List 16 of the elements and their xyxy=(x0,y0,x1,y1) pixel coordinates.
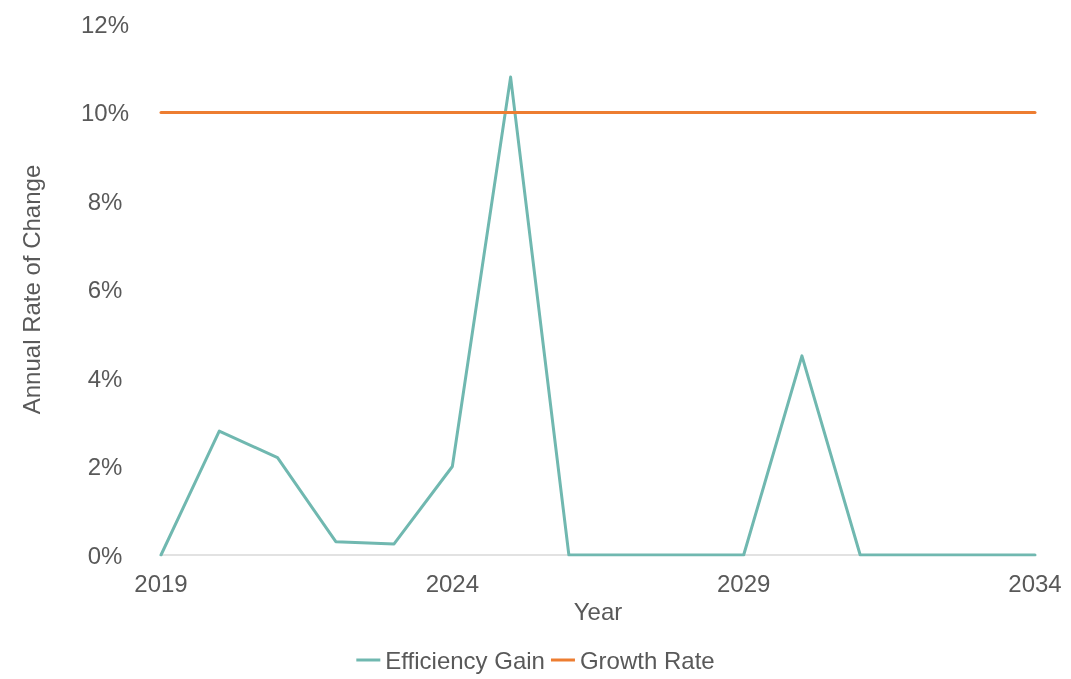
y-tick-label: 0% xyxy=(87,541,123,569)
y-tick-label: 6% xyxy=(87,276,123,303)
legend-label: Growth Rate xyxy=(579,646,715,674)
y-tick-label: 8% xyxy=(87,187,123,215)
legend-label: Efficiency Gain xyxy=(385,646,545,674)
y-tick-label: 4% xyxy=(87,364,123,392)
y-tick-label: 12% xyxy=(80,10,130,38)
x-tick-label: 2029 xyxy=(716,569,771,597)
y-tick-label: 10% xyxy=(80,99,130,126)
y-axis-title: Annual Rate of Change xyxy=(17,164,45,415)
x-tick-label: 2034 xyxy=(1008,569,1062,597)
x-tick-label: 2019 xyxy=(134,569,188,597)
y-tick-label: 2% xyxy=(87,453,123,480)
x-tick-label: 2024 xyxy=(425,569,480,597)
x-axis-title: Year xyxy=(573,598,623,626)
line-series xyxy=(159,75,1037,557)
